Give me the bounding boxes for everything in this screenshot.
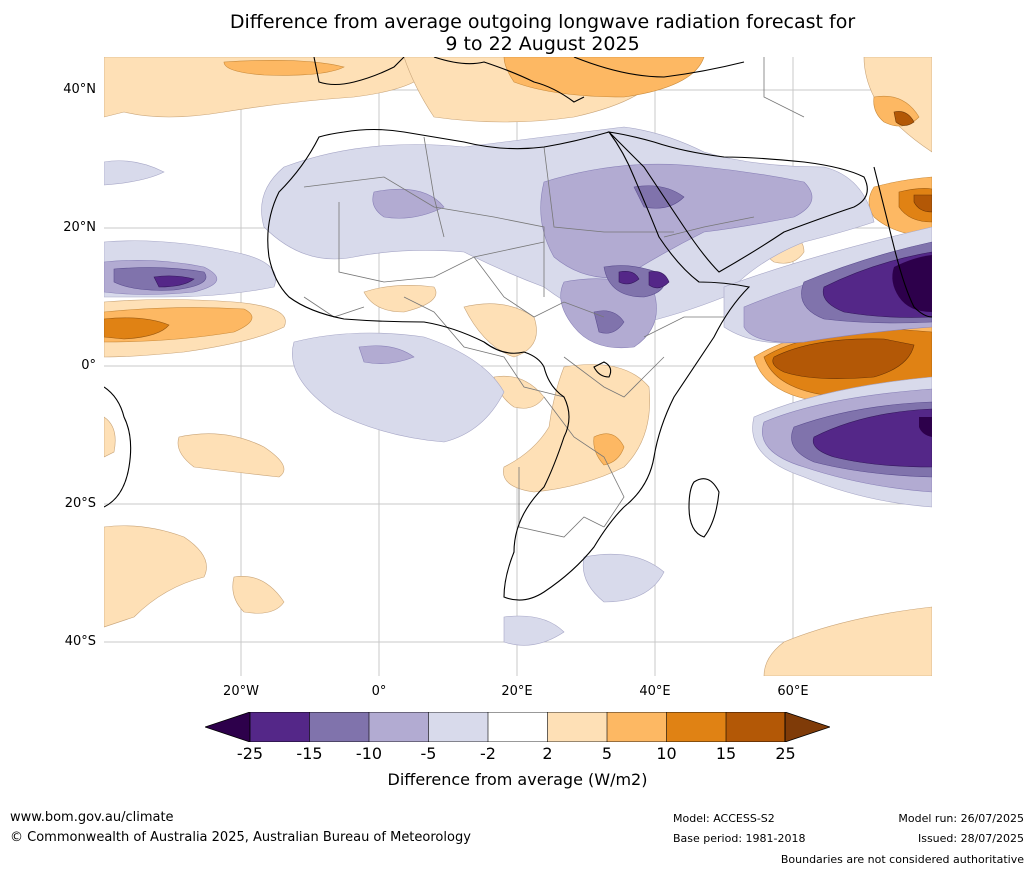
lon-label-20e: 20°E	[501, 684, 533, 699]
lon-label-0: 0°	[371, 684, 387, 699]
colorbar-bin	[309, 712, 369, 742]
lat-label-40n: 40°N	[63, 82, 96, 97]
colorbar-tick: 5	[601, 744, 613, 763]
colorbar	[205, 712, 830, 742]
lat-label-40s: 40°S	[64, 634, 96, 649]
footer-model-run: Model run: 26/07/2025	[898, 812, 1024, 825]
colorbar-label: Difference from average (W/m2)	[387, 770, 648, 789]
lon-label-20w: 20°W	[223, 684, 259, 699]
colorbar-tick: -10	[355, 744, 383, 763]
negative-anomaly-very-dark	[892, 255, 932, 437]
colorbar-tick: 2	[542, 744, 553, 763]
colorbar-tick: -15	[296, 744, 323, 763]
colorbar-tick: 15	[715, 744, 737, 763]
lat-label-0: 0°	[81, 358, 96, 373]
colorbar-extend-high	[784, 712, 830, 742]
footer-base-period: Base period: 1981-2018	[673, 832, 806, 845]
colorbar-bin	[428, 712, 488, 742]
colorbar-bin	[547, 712, 607, 742]
colorbar-tick: -2	[480, 744, 496, 763]
colorbar-bin	[726, 712, 786, 742]
footer-issued: Issued: 28/07/2025	[917, 832, 1024, 845]
footer-model: Model: ACCESS-S2	[673, 812, 775, 825]
colorbar-tick: 25	[775, 744, 796, 763]
colorbar-bin	[369, 712, 429, 742]
lon-label-40e: 40°E	[639, 684, 671, 699]
colorbar-bin	[250, 712, 310, 742]
chart-title-line2: 9 to 22 August 2025	[445, 33, 640, 55]
footer-website: www.bom.gov.au/climate	[10, 810, 174, 825]
colorbar-bin	[607, 712, 667, 742]
chart-title-line1: Difference from average outgoing longwav…	[229, 11, 856, 33]
colorbar-extend-low	[205, 712, 251, 742]
colorbar-tick: 10	[656, 744, 677, 763]
footer-disclaimer: Boundaries are not considered authoritat…	[780, 853, 1024, 866]
coastlines	[104, 57, 932, 601]
lat-label-20n: 20°N	[63, 220, 96, 235]
colorbar-bin	[488, 712, 548, 742]
positive-anomaly-very-dark	[772, 111, 932, 379]
lat-label-20s: 20°S	[64, 496, 96, 511]
colorbar-tick: -25	[236, 744, 264, 763]
olr-anomaly-map	[104, 57, 932, 676]
footer-copyright: © Commonwealth of Australia 2025, Austra…	[10, 830, 471, 845]
lon-label-60e: 60°E	[777, 684, 809, 699]
colorbar-bin	[666, 712, 726, 742]
colorbar-tick: -5	[420, 744, 437, 763]
country-boundaries	[303, 57, 805, 538]
